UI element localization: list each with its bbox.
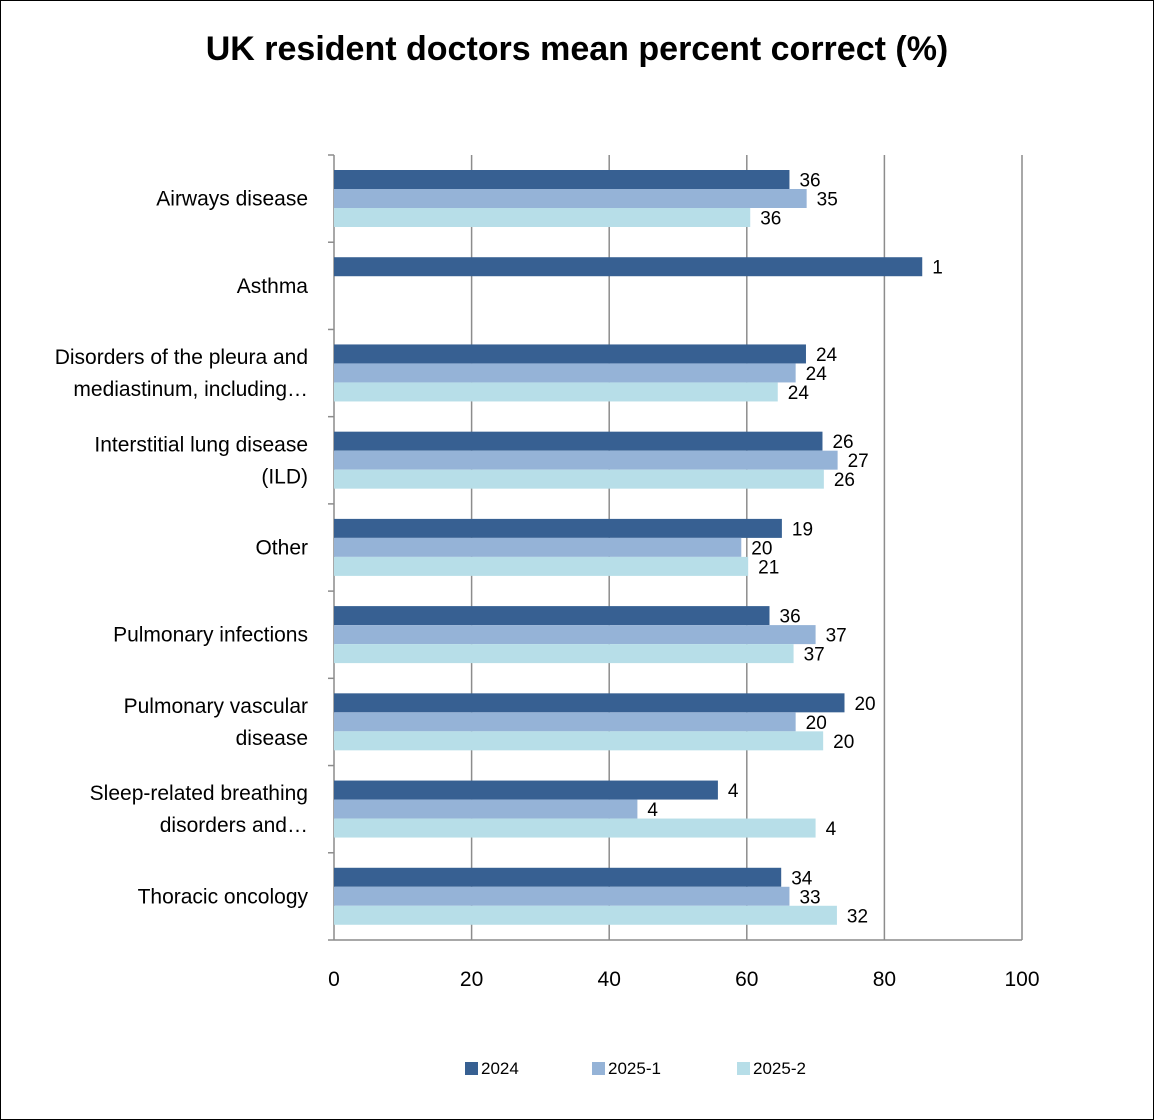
data-label: 34 <box>791 868 813 889</box>
bar <box>334 257 923 277</box>
data-label: 36 <box>780 607 801 628</box>
bar <box>334 469 824 489</box>
data-label: 27 <box>848 451 869 472</box>
category-label: mediastinum, including… <box>73 378 308 401</box>
data-label: 24 <box>788 383 810 404</box>
data-label: 1 <box>932 258 943 279</box>
category-label: disorders and… <box>160 814 308 837</box>
category-label: Asthma <box>237 275 309 298</box>
legend-swatch <box>737 1062 750 1075</box>
category-label: Thoracic oncology <box>138 885 309 908</box>
data-label: 24 <box>806 364 828 385</box>
x-tick-label: 100 <box>1004 968 1039 991</box>
bar <box>334 625 816 645</box>
bar <box>334 780 718 800</box>
data-label: 37 <box>804 645 825 666</box>
data-label: 32 <box>847 906 868 927</box>
bar <box>334 189 807 208</box>
data-label: 37 <box>826 626 847 647</box>
legend-swatch <box>465 1062 478 1075</box>
x-tick-label: 0 <box>328 968 340 991</box>
x-tick-label: 40 <box>598 968 621 991</box>
bar <box>334 518 782 538</box>
category-label: Pulmonary vascular <box>124 695 308 718</box>
x-tick-label: 60 <box>735 968 758 991</box>
category-label: (ILD) <box>261 465 308 488</box>
bar <box>334 712 796 732</box>
category-label: Pulmonary infections <box>113 624 308 647</box>
category-label: Sleep-related breathing <box>90 782 308 805</box>
data-label: 4 <box>647 800 658 821</box>
bar <box>334 537 742 557</box>
data-label: 4 <box>826 819 837 840</box>
legend-swatch <box>592 1062 605 1075</box>
data-label: 36 <box>799 171 820 192</box>
legend-label: 2025-2 <box>753 1059 806 1078</box>
bar <box>334 208 751 227</box>
bar <box>334 606 770 626</box>
data-label: 24 <box>816 345 838 366</box>
data-label: 21 <box>758 557 779 578</box>
bar <box>334 382 778 402</box>
bar <box>334 363 796 383</box>
data-label: 4 <box>728 781 739 802</box>
bar <box>334 556 749 576</box>
chart-title: UK resident doctors mean percent correct… <box>205 30 949 68</box>
bar <box>334 450 838 470</box>
bar <box>334 693 845 713</box>
data-label: 20 <box>854 694 875 715</box>
data-label: 20 <box>833 732 854 753</box>
bar <box>334 170 790 189</box>
data-label: 26 <box>832 432 853 453</box>
bar <box>334 431 823 451</box>
bar <box>334 867 782 887</box>
bar <box>334 344 806 364</box>
data-label: 33 <box>799 887 820 908</box>
data-label: 20 <box>806 713 827 734</box>
bar <box>334 886 790 906</box>
data-label: 20 <box>751 538 772 559</box>
x-tick-label: 20 <box>460 968 483 991</box>
bar <box>334 905 837 925</box>
category-label: Disorders of the pleura and <box>55 346 308 369</box>
bar <box>334 644 794 664</box>
bar <box>334 818 816 838</box>
data-label: 36 <box>760 209 781 230</box>
category-label: disease <box>236 727 308 750</box>
category-label: Airways disease <box>156 188 308 211</box>
category-label: Interstitial lung disease <box>94 433 308 456</box>
legend-label: 2024 <box>481 1059 519 1078</box>
bar <box>334 731 824 751</box>
legend-label: 2025-1 <box>608 1059 661 1078</box>
data-label: 26 <box>834 470 855 491</box>
bar <box>334 799 638 819</box>
data-label: 35 <box>817 190 838 211</box>
data-label: 19 <box>792 519 813 540</box>
x-tick-label: 80 <box>873 968 896 991</box>
category-label: Other <box>255 537 308 560</box>
